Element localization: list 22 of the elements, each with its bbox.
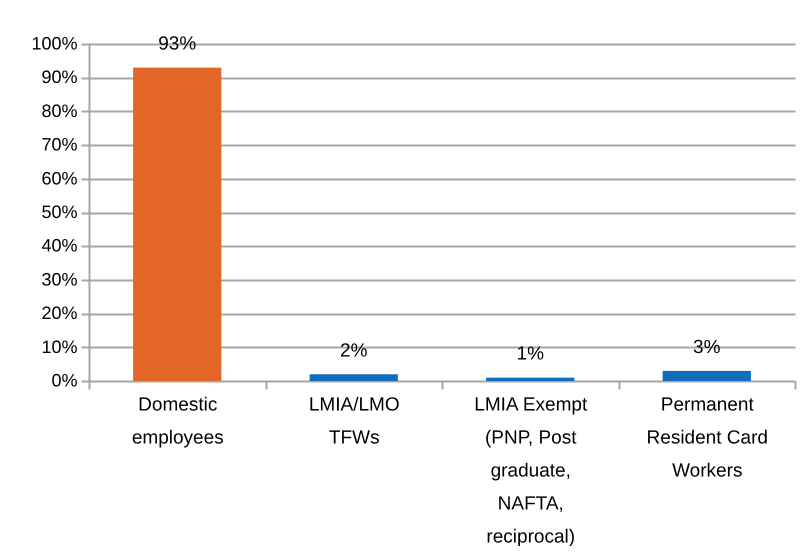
y-tick-label: 80% bbox=[41, 100, 78, 121]
y-tick-label: 20% bbox=[41, 303, 78, 324]
data-label: 93% bbox=[158, 34, 196, 55]
x-tick-label: Domestic employees bbox=[132, 394, 224, 448]
bar bbox=[133, 68, 222, 381]
data-label: 3% bbox=[693, 336, 721, 358]
x-tick-label: Permanent Resident Card Workers bbox=[646, 394, 768, 482]
y-tick-label: 0% bbox=[51, 370, 78, 390]
y-tick-label: 60% bbox=[41, 168, 78, 188]
y-tick-label: 50% bbox=[41, 202, 78, 222]
y-tick-label: 30% bbox=[41, 269, 78, 290]
y-tick-label: 90% bbox=[41, 67, 78, 88]
y-tick-label: 100% bbox=[31, 34, 78, 54]
y-tick-label: 40% bbox=[41, 236, 78, 256]
bar bbox=[310, 374, 398, 381]
y-tick-label: 10% bbox=[41, 336, 78, 357]
y-tick-label: 70% bbox=[41, 134, 78, 155]
bar bbox=[486, 378, 574, 381]
data-label: 2% bbox=[340, 340, 368, 362]
bar bbox=[662, 370, 751, 381]
x-tick-label: LMIA/LMO TFWs bbox=[308, 394, 400, 448]
data-label: 1% bbox=[516, 344, 544, 365]
